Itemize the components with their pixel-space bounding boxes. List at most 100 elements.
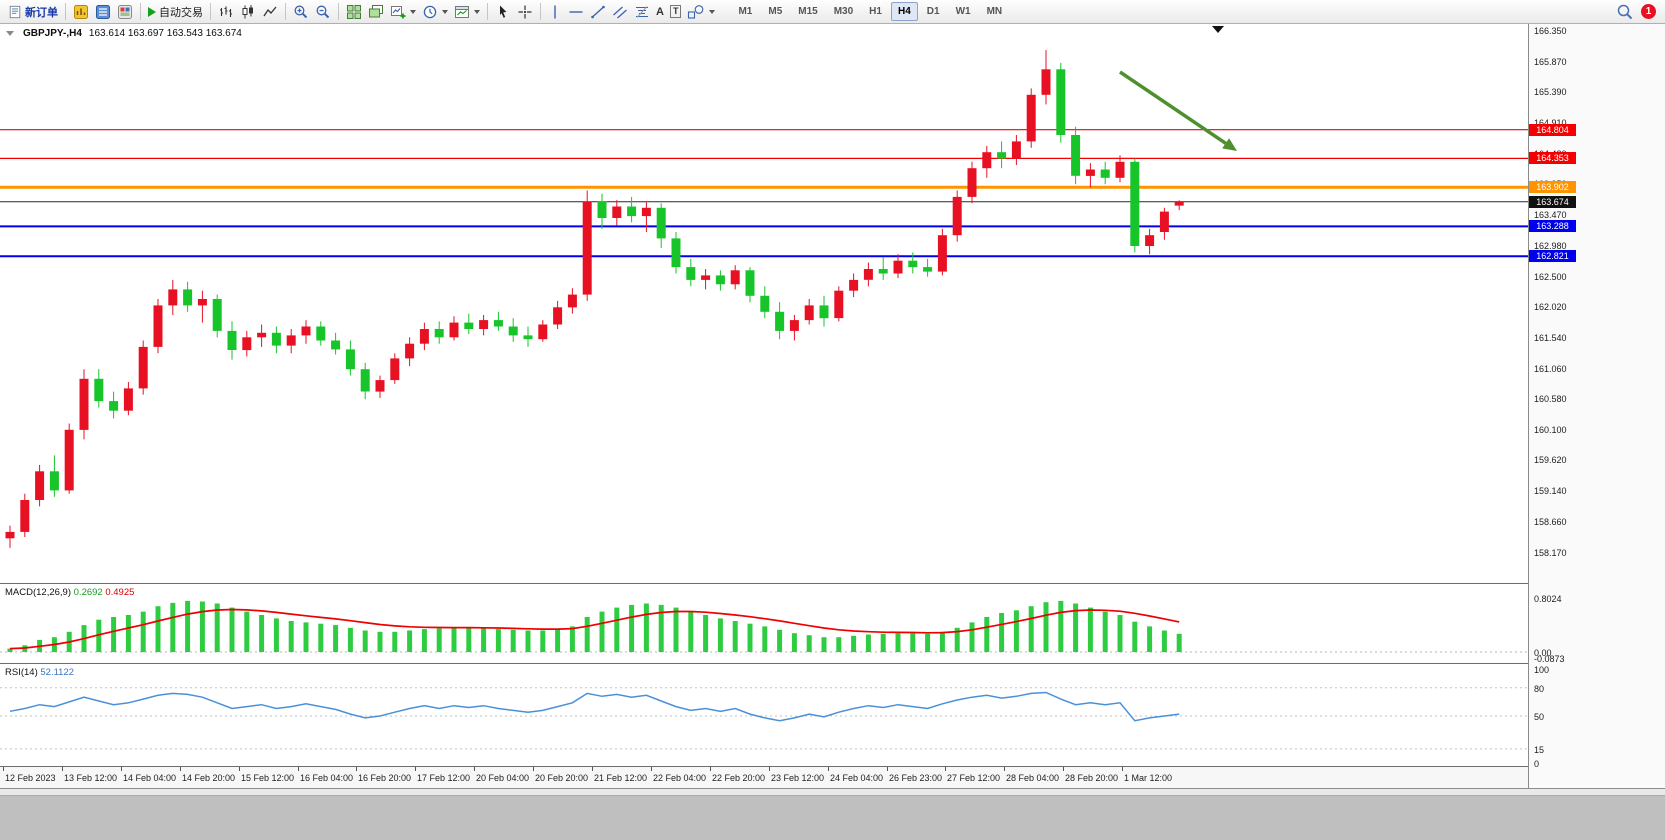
macd-canvas[interactable] xyxy=(0,584,1528,663)
tile-windows-button[interactable] xyxy=(343,1,365,22)
new-chart-icon xyxy=(391,5,406,18)
time-axis-tick xyxy=(474,767,475,771)
time-axis-label: 17 Feb 12:00 xyxy=(417,773,471,783)
timeframe-h4[interactable]: H4 xyxy=(890,2,918,21)
time-axis[interactable]: 12 Feb 2023 13 Feb 12:00 14 Feb 04:00 14 Fe… xyxy=(0,767,1528,788)
zoom-out-button[interactable] xyxy=(312,1,334,22)
price-axis-tick: 160.580 xyxy=(1534,394,1567,404)
time-axis-label: 22 Feb 04:00 xyxy=(653,773,707,783)
timeframe-h1[interactable]: H1 xyxy=(869,6,882,17)
shapes-icon xyxy=(688,4,704,19)
time-axis-label: 16 Feb 04:00 xyxy=(300,773,354,783)
crosshair-tool-button[interactable] xyxy=(514,1,536,22)
autotrading-button[interactable]: 自动交易 xyxy=(145,1,206,22)
toolbar-right-tools: 1 xyxy=(1616,3,1660,21)
zoom-out-icon xyxy=(316,5,330,18)
charts-panel-button[interactable] xyxy=(70,1,92,22)
shapes-tool-button[interactable] xyxy=(684,1,718,22)
time-axis-tick xyxy=(3,767,4,771)
candlestick-mode-button[interactable] xyxy=(237,1,259,22)
price-axis-tick: 162.980 xyxy=(1534,241,1567,251)
timeframe-m1[interactable]: M1 xyxy=(738,6,753,17)
timeframe-mn[interactable]: MN xyxy=(986,6,1003,17)
fibonacci-icon xyxy=(636,5,648,18)
timeframe-toolbar: M1 M5 M15 M30 H1 H4 D1 W1 MN xyxy=(730,2,1010,21)
tile-windows-icon xyxy=(347,4,361,19)
play-icon xyxy=(148,6,156,17)
terminal-button[interactable] xyxy=(114,1,136,22)
fibonacci-tool-button[interactable] xyxy=(631,1,653,22)
vertical-line-tool-button[interactable] xyxy=(545,1,565,22)
time-axis-tick xyxy=(1122,767,1123,771)
price-axis[interactable]: 166.350165.870165.390164.910164.430163.9… xyxy=(1528,24,1665,788)
price-axis-tick: 161.060 xyxy=(1534,364,1567,374)
candlestick-icon xyxy=(242,4,253,18)
time-axis-tick xyxy=(651,767,652,771)
new-order-label: 新订单 xyxy=(25,6,58,19)
dropdown-caret xyxy=(709,9,716,14)
chart-window: GBPJPY-,H4 163.614 163.697 163.543 163.6… xyxy=(0,24,1665,788)
zoom-in-button[interactable] xyxy=(290,1,312,22)
new-order-button[interactable]: 新订单 xyxy=(5,1,61,22)
rsi-axis-label: 100 xyxy=(1534,665,1550,675)
time-axis-tick xyxy=(710,767,711,771)
macd-name: MACD(12,26,9) xyxy=(5,587,71,598)
text-icon: A xyxy=(656,5,664,18)
time-axis-tick xyxy=(298,767,299,771)
timeframe-m30[interactable]: M30 xyxy=(833,6,854,17)
time-axis-tick xyxy=(887,767,888,771)
clock-icon xyxy=(423,5,437,18)
rsi-axis-label: 50 xyxy=(1534,712,1545,722)
rsi-name: RSI(14) xyxy=(5,667,38,678)
toolbar-separator xyxy=(285,3,286,20)
crosshair-icon xyxy=(518,5,532,18)
market-watch-icon xyxy=(96,4,110,19)
new-chart-button[interactable] xyxy=(387,1,419,22)
trendline-icon xyxy=(591,5,605,18)
horizontal-line-tool-button[interactable] xyxy=(565,1,587,22)
rsi-canvas[interactable] xyxy=(0,664,1528,766)
periods-button[interactable] xyxy=(419,1,451,22)
rsi-svg xyxy=(0,687,1528,750)
panel-separator[interactable] xyxy=(0,583,1665,584)
time-axis-label: 22 Feb 20:00 xyxy=(712,773,766,783)
panel-separator[interactable] xyxy=(0,663,1665,664)
price-axis-tick: 161.540 xyxy=(1534,333,1567,343)
chart-shift-marker xyxy=(1212,26,1224,33)
time-axis-tick xyxy=(945,767,946,771)
time-axis-label: 28 Feb 20:00 xyxy=(1065,773,1119,783)
line-chart-mode-button[interactable] xyxy=(259,1,281,22)
time-axis-label: 12 Feb 2023 xyxy=(5,773,56,783)
search-icon[interactable] xyxy=(1616,3,1634,21)
text-label-tool-button[interactable]: T xyxy=(667,1,685,22)
time-axis-tick xyxy=(533,767,534,771)
timeframe-d1[interactable]: D1 xyxy=(926,6,940,17)
toolbar-separator xyxy=(540,3,541,20)
channel-tool-button[interactable] xyxy=(609,1,631,22)
templates-button[interactable] xyxy=(451,1,483,22)
dropdown-caret xyxy=(410,9,416,14)
timeframe-w1[interactable]: W1 xyxy=(955,6,971,17)
price-axis-tick: 159.620 xyxy=(1534,455,1567,465)
text-tool-button[interactable]: A xyxy=(653,1,667,22)
price-axis-tick: 162.020 xyxy=(1534,302,1567,312)
market-watch-button[interactable] xyxy=(92,1,114,22)
price-axis-tick: 158.660 xyxy=(1534,517,1567,527)
order-ticket-icon xyxy=(9,5,21,18)
one-click-trading-toggle[interactable] xyxy=(6,31,14,36)
cascade-windows-button[interactable] xyxy=(365,1,387,22)
time-axis-tick xyxy=(1063,767,1064,771)
time-axis-tick xyxy=(121,767,122,771)
yellow-chart-icon xyxy=(74,4,88,19)
horizontal-scrollbar[interactable] xyxy=(0,789,1665,796)
trendline-tool-button[interactable] xyxy=(587,1,609,22)
candlestick-canvas[interactable] xyxy=(0,24,1528,583)
timeframe-m5[interactable]: M5 xyxy=(768,6,783,17)
rsi-axis-label: 15 xyxy=(1534,745,1545,755)
notification-badge[interactable]: 1 xyxy=(1641,4,1656,19)
cascade-windows-icon xyxy=(369,4,383,17)
cursor-tool-button[interactable] xyxy=(492,1,514,22)
timeframe-m15[interactable]: M15 xyxy=(798,6,818,17)
bar-chart-mode-button[interactable] xyxy=(215,1,237,22)
macd-main-value: 0.2692 xyxy=(73,587,103,598)
